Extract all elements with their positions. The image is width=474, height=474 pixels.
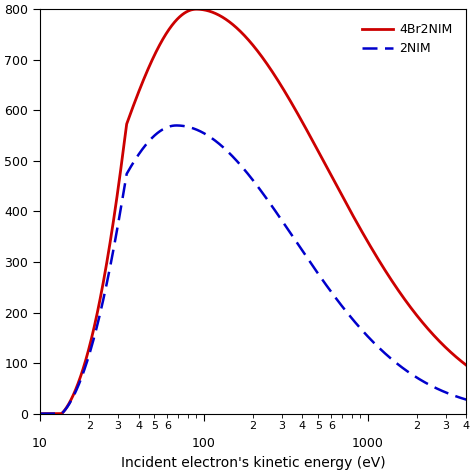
2NIM — [409, 372, 415, 377]
2NIM — [219, 144, 225, 149]
2NIM — [111, 245, 117, 250]
4Br2NIM — [464, 362, 469, 368]
2NIM — [464, 397, 469, 402]
2NIM — [86, 354, 91, 359]
4Br2NIM — [37, 411, 43, 417]
2NIM — [173, 123, 179, 128]
Line: 2NIM: 2NIM — [40, 126, 466, 414]
4Br2NIM — [193, 6, 199, 12]
2NIM — [455, 394, 461, 400]
4Br2NIM — [86, 347, 91, 353]
X-axis label: Incident electron's kinetic energy (eV): Incident electron's kinetic energy (eV) — [121, 456, 385, 470]
2NIM — [37, 411, 43, 417]
4Br2NIM — [201, 7, 207, 13]
Line: 4Br2NIM: 4Br2NIM — [40, 9, 466, 414]
2NIM — [201, 130, 207, 136]
Legend: 4Br2NIM, 2NIM: 4Br2NIM, 2NIM — [354, 16, 460, 63]
4Br2NIM — [111, 215, 117, 221]
4Br2NIM — [219, 14, 225, 20]
4Br2NIM — [409, 307, 415, 312]
4Br2NIM — [455, 356, 461, 361]
